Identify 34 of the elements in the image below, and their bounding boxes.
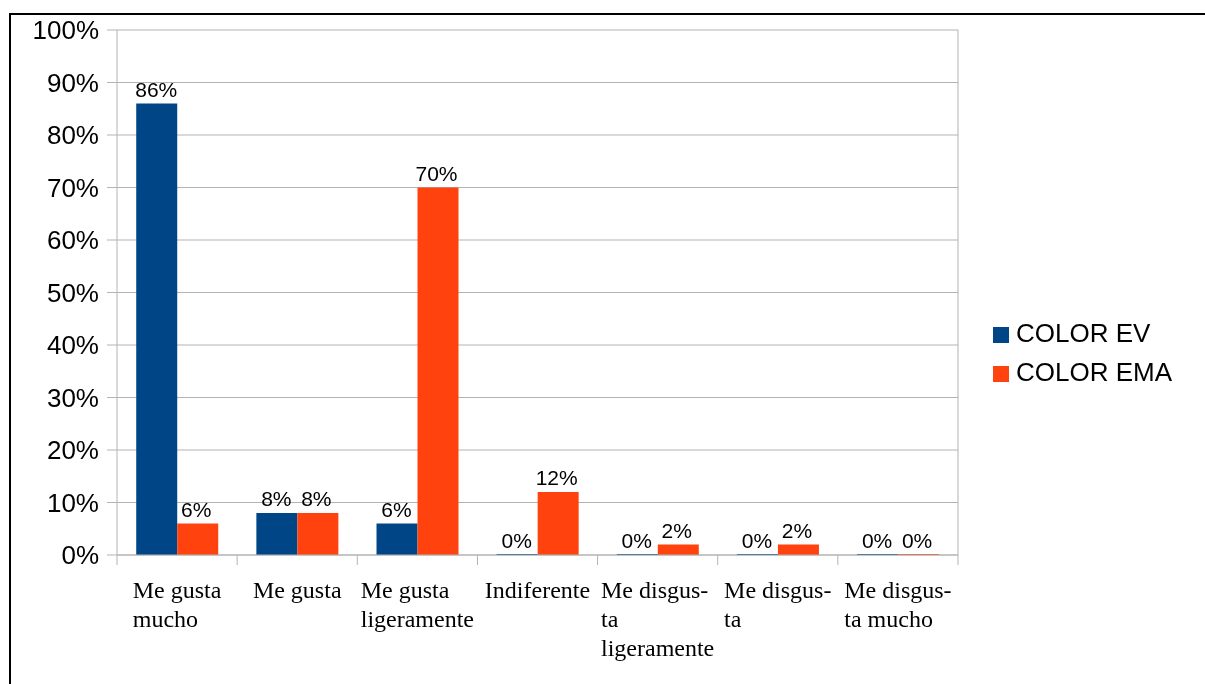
x-tick-label: Me gusta mucho [132, 577, 222, 632]
x-tick-label: Me disgus-ta mucho [844, 577, 952, 632]
y-tick-label: 0% [61, 540, 99, 571]
data-label: 2% [781, 518, 813, 542]
data-label: 0% [741, 529, 773, 552]
y-tick-label: 50% [46, 277, 99, 308]
y-tick-label: 80% [46, 120, 99, 151]
data-label: 0% [901, 529, 933, 552]
legend-label: COLOR EV [1016, 318, 1151, 348]
data-label: 0% [621, 529, 652, 552]
data-label: 8% [301, 487, 332, 510]
data-label: 8% [261, 487, 292, 510]
data-label: 86% [135, 77, 178, 101]
x-tick-label: Me disgus-ta ligeramente [601, 577, 715, 661]
y-tick-label: 40% [46, 330, 99, 361]
y-tick-label: 30% [46, 382, 99, 413]
data-label: 2% [661, 518, 692, 542]
data-label: 0% [861, 529, 893, 552]
y-tick-label: 70% [46, 172, 99, 203]
legend-label: COLOR EMA [1016, 356, 1173, 387]
x-tick-label: Me gusta [252, 577, 342, 603]
y-tick-label: 100% [32, 15, 99, 46]
data-label: 12% [535, 466, 578, 489]
data-label: 0% [501, 529, 532, 552]
x-tick-label: Me gusta ligeramente [360, 577, 474, 632]
x-tick-label: Indiferente [484, 577, 591, 603]
y-tick-label: 20% [46, 435, 99, 466]
x-tick-label: Me disgus-ta [724, 577, 832, 632]
y-tick-label: 90% [46, 67, 99, 98]
y-tick-label: 10% [46, 487, 99, 518]
data-label: 6% [181, 497, 212, 521]
data-label: 70% [415, 161, 458, 185]
data-label: 6% [381, 497, 412, 521]
y-tick-label: 60% [46, 225, 99, 256]
